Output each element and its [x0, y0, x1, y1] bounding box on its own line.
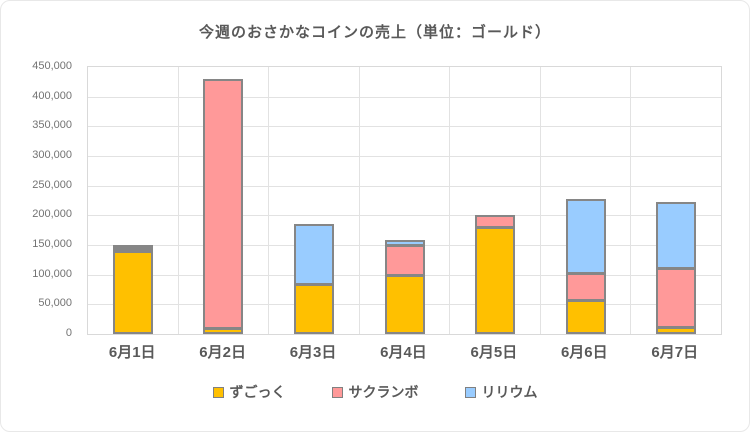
y-tick-label: 350,000: [32, 119, 72, 132]
y-tick-label: 0: [65, 327, 72, 339]
legend-label: リリウム: [481, 384, 538, 400]
legend-swatch-icon: [212, 386, 224, 398]
bar-segment: [565, 198, 606, 273]
bar-segment: [384, 245, 425, 275]
stacked-bar-2: [203, 78, 244, 334]
y-tick-label: 450,000: [32, 60, 72, 72]
bar-segment: [656, 202, 697, 268]
x-tick-label: 6月1日: [108, 344, 156, 361]
y-tick-label: 400,000: [32, 89, 72, 102]
bar-segment: [112, 247, 153, 251]
stacked-bar-7: [656, 202, 697, 334]
bar-segment: [475, 227, 516, 334]
y-tick-label: 150,000: [32, 238, 72, 250]
y-tick-label: 50,000: [38, 297, 72, 310]
bar-column-3: [269, 67, 360, 334]
legend-item: サクランボ: [331, 382, 419, 402]
x-tick-label: 6月2日: [199, 344, 246, 361]
bar-segment: [565, 299, 606, 334]
bar-column-1: [88, 67, 179, 334]
gridline: [88, 215, 721, 217]
bar-segment: [203, 328, 244, 334]
x-axis-labels: 6月1日 6月2日 6月3日 6月4日 6月5日 6月6日 6月7日: [87, 341, 720, 362]
bar-segment: [203, 78, 244, 329]
bar-segment: [384, 240, 425, 246]
y-tick-label: 300,000: [32, 149, 72, 161]
bar-segment: [656, 326, 697, 334]
legend-label: サクランボ: [348, 384, 419, 400]
y-tick-label: 200,000: [32, 208, 72, 221]
bar-segment: [293, 283, 334, 334]
bar-column-5: [450, 67, 541, 334]
bar-segment: [112, 244, 153, 248]
bar-column-4: [360, 67, 451, 334]
x-tick-label: 6月3日: [289, 344, 337, 361]
y-tick-label: 250,000: [32, 178, 72, 191]
legend: ずごっく サクランボ リリウム: [1, 382, 749, 402]
legend-label: ずごっく: [229, 384, 286, 400]
stacked-bar-3: [293, 224, 334, 334]
gridline: [88, 96, 721, 98]
bar-segment: [656, 267, 697, 327]
bar-segment: [293, 224, 334, 284]
stacked-bar-6: [565, 198, 606, 334]
legend-swatch-icon: [464, 386, 476, 398]
x-tick-label: 6月5日: [470, 344, 518, 361]
stacked-bar-5: [475, 215, 516, 334]
gridline: [88, 185, 721, 187]
bar-column-2: [179, 67, 270, 334]
legend-item: ずごっく: [212, 382, 286, 402]
bar-segment: [384, 274, 425, 334]
bar-segment: [565, 272, 606, 300]
bar-column-6: [541, 67, 632, 334]
gridline: [88, 126, 721, 128]
bar-column-7: [631, 67, 721, 334]
bar-segment: [112, 250, 153, 334]
stacked-bar-4: [384, 240, 425, 334]
bar-segment: [475, 215, 516, 228]
stacked-bar-1: [112, 244, 153, 334]
y-tick-label: 100,000: [32, 267, 72, 280]
y-axis-labels: 450,000 400,000 350,000 300,000 250,000 200,0…: [1, 60, 75, 339]
legend-swatch-icon: [331, 386, 343, 398]
x-tick-label: 6月4日: [380, 344, 427, 361]
gridline: [88, 156, 721, 157]
chart-title: 今週のおさかなコインの売上（単位：ゴールド）: [198, 24, 551, 41]
legend-item: リリウム: [464, 382, 538, 402]
x-tick-label: 6月7日: [651, 344, 699, 361]
plot-area: [87, 66, 722, 335]
x-tick-label: 6月6日: [560, 344, 608, 361]
